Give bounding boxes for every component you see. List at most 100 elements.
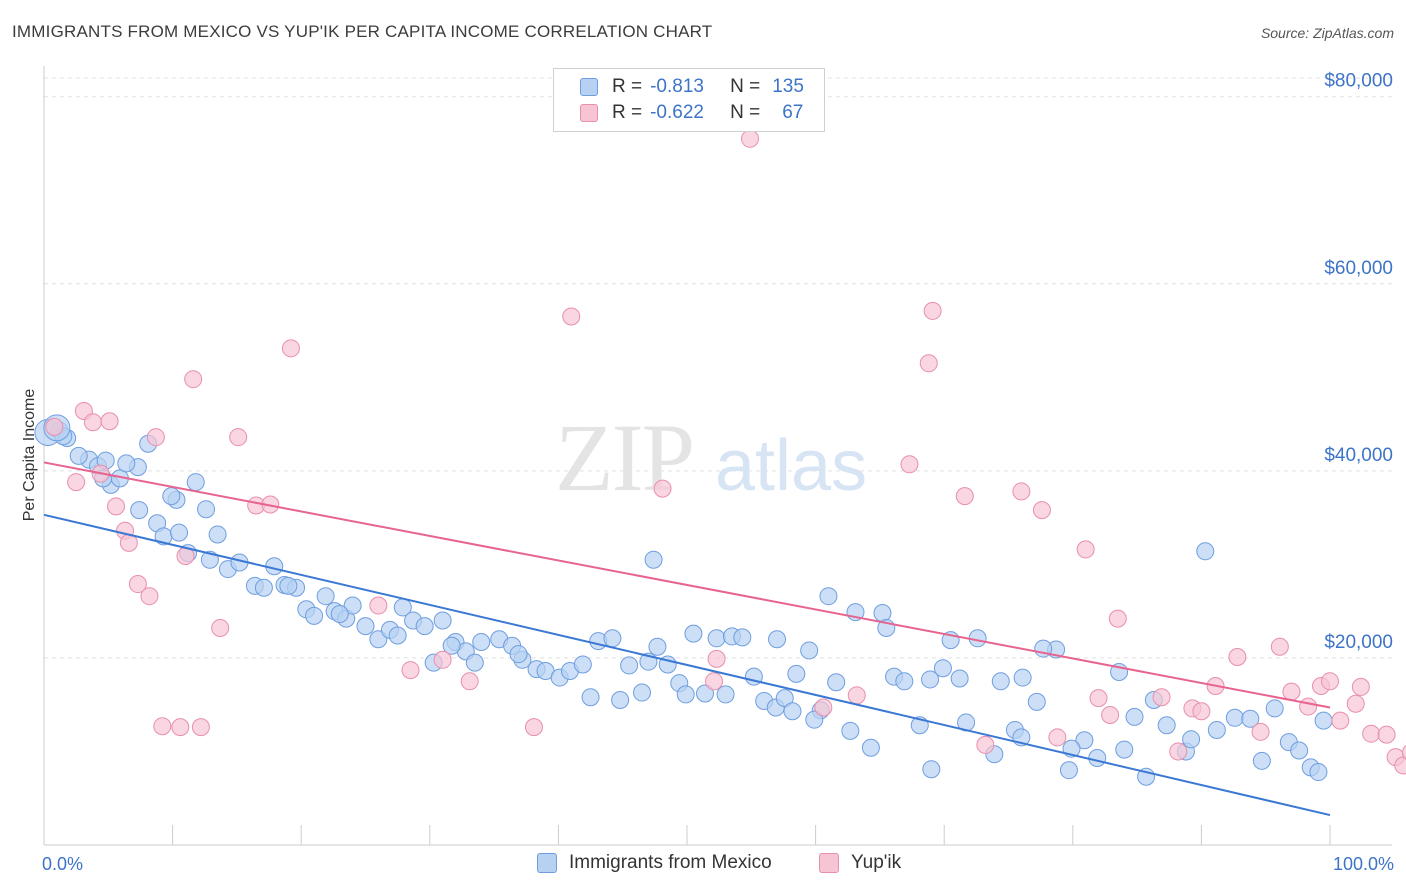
point-mexico	[1309, 763, 1328, 782]
point-mexico	[933, 659, 952, 678]
y-tick-label: $80,000	[1324, 71, 1393, 92]
point-mexico	[465, 653, 484, 672]
point-mexico	[787, 664, 806, 683]
legend-r-value: -0.813	[650, 76, 704, 97]
point-yupik	[1402, 744, 1406, 760]
point-mexico	[620, 656, 639, 675]
point-yupik	[153, 717, 172, 736]
watermark: ZIP atlas	[555, 404, 867, 511]
point-mexico	[356, 617, 375, 636]
point-mexico	[1115, 740, 1134, 759]
grid-lines	[44, 77, 1392, 659]
point-mexico	[433, 611, 452, 630]
point-yupik	[1282, 682, 1301, 701]
legend-n-label: N =	[730, 102, 761, 123]
point-yupik	[1169, 742, 1188, 761]
trend-line-mexico	[43, 513, 1331, 817]
point-yupik	[1377, 725, 1396, 744]
point-yupik	[1032, 501, 1051, 520]
point-mexico	[1075, 731, 1094, 750]
point-mexico	[1290, 741, 1309, 760]
point-yupik	[1048, 728, 1067, 747]
legend-row-pink: R = -0.622 N = 67	[554, 100, 803, 126]
point-yupik	[140, 587, 159, 606]
point-mexico	[768, 630, 787, 649]
point-yupik	[1108, 609, 1127, 628]
legend-label-mexico: Immigrants from Mexico	[569, 852, 772, 873]
point-yupik	[1351, 677, 1370, 696]
point-mexico	[343, 596, 362, 615]
axes	[43, 66, 1392, 846]
point-yupik	[171, 718, 190, 737]
point-mexico	[1088, 749, 1107, 768]
point-yupik	[1299, 697, 1318, 716]
point-yupik	[814, 698, 833, 717]
point-yupik	[369, 596, 388, 615]
legend-n-value: 67	[782, 102, 804, 123]
point-yupik	[67, 473, 86, 492]
point-yupik	[562, 307, 581, 326]
legend-bottom: Immigrants from Mexico Yup'ik	[0, 852, 1406, 878]
point-mexico	[696, 684, 715, 703]
legend-label-yupik: Yup'ik	[851, 852, 902, 873]
point-yupik	[1076, 540, 1095, 559]
point-mexico	[603, 629, 622, 648]
point-mexico	[316, 587, 335, 606]
point-mexico	[611, 691, 630, 710]
legend-swatch-yupik	[819, 853, 839, 873]
point-mexico	[1314, 711, 1333, 730]
point-mexico	[1196, 542, 1215, 561]
point-yupik	[45, 417, 64, 436]
point-yupik	[1089, 689, 1108, 708]
point-yupik	[211, 618, 230, 637]
point-yupik	[281, 339, 300, 358]
source-label: Source: ZipAtlas.com	[1260, 25, 1394, 41]
point-mexico	[733, 628, 752, 647]
point-mexico	[1125, 707, 1144, 726]
point-yupik	[705, 672, 724, 691]
point-mexico	[676, 685, 695, 704]
point-mexico	[950, 669, 969, 688]
point-mexico	[1241, 709, 1260, 728]
point-mexico	[69, 446, 88, 465]
point-mexico	[861, 738, 880, 757]
y-tick-labels: $20,000 $40,000 $60,000 $80,000	[1324, 71, 1393, 653]
point-yupik	[1012, 482, 1031, 501]
point-yupik	[900, 455, 919, 474]
point-mexico	[1157, 716, 1176, 735]
legend-item-yupik[interactable]: Yup'ik	[819, 852, 901, 874]
point-yupik	[1152, 688, 1171, 707]
point-yupik	[1362, 724, 1381, 743]
point-mexico	[707, 629, 726, 648]
point-yupik	[1346, 694, 1365, 713]
point-mexico	[509, 645, 528, 664]
legend-stats: R = -0.813 N = 135 R = -0.622 N = 67	[553, 68, 825, 132]
point-yupik	[460, 672, 479, 691]
point-yupik	[1251, 722, 1270, 741]
point-yupik	[107, 497, 126, 516]
point-mexico	[388, 626, 407, 645]
point-yupik	[1228, 647, 1247, 666]
point-yupik	[707, 649, 726, 668]
y-tick-label: $40,000	[1324, 445, 1393, 466]
point-yupik	[83, 413, 102, 432]
watermark-atlas: atlas	[715, 426, 867, 506]
point-mexico	[254, 578, 273, 597]
x-tick-label-start: 0.0%	[42, 854, 83, 874]
point-mexico	[279, 576, 298, 595]
legend-swatch-blue	[580, 78, 598, 96]
point-mexico	[805, 710, 824, 729]
y-tick-label: $60,000	[1324, 258, 1393, 279]
legend-item-mexico[interactable]: Immigrants from Mexico	[537, 852, 772, 874]
point-mexico	[1265, 699, 1284, 718]
point-mexico	[1027, 692, 1046, 711]
point-mexico	[922, 760, 941, 779]
point-mexico	[921, 670, 940, 689]
point-yupik	[1101, 705, 1120, 724]
x-tick-label-end: 100.0%	[1333, 854, 1394, 874]
point-mexico	[197, 500, 216, 519]
point-yupik	[1270, 637, 1289, 656]
point-yupik	[401, 661, 420, 680]
point-mexico	[827, 673, 846, 692]
point-mexico	[1252, 751, 1271, 770]
